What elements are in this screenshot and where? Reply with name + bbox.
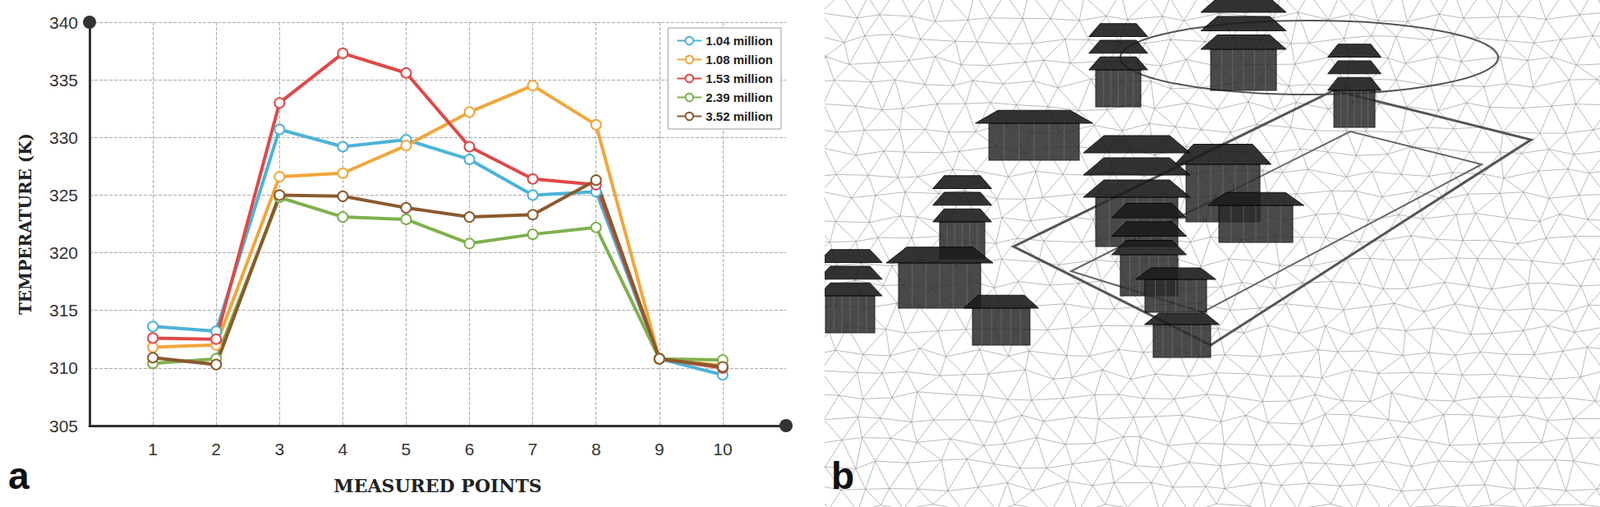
svg-text:6: 6 — [464, 439, 475, 459]
svg-text:3: 3 — [274, 439, 285, 459]
html-text:a: a — [8, 454, 30, 497]
svg-text:3.52 million: 3.52 million — [705, 109, 773, 124]
html-text:b: b — [831, 454, 855, 497]
svg-text:7: 7 — [528, 439, 538, 459]
svg-text:340: 340 — [49, 13, 79, 33]
svg-text:320: 320 — [49, 243, 79, 263]
svg-text:TEMPERATURE (K): TEMPERATURE (K) — [15, 133, 36, 315]
svg-text:MEASURED POINTS: MEASURED POINTS — [333, 474, 542, 497]
svg-text:305: 305 — [49, 416, 79, 436]
svg-text:1.53 million: 1.53 million — [705, 71, 773, 86]
svg-text:310: 310 — [49, 358, 79, 378]
svg-text:10: 10 — [712, 439, 732, 459]
svg-text:9: 9 — [654, 439, 665, 459]
svg-text:2.39 million: 2.39 million — [705, 90, 773, 105]
svg-text:315: 315 — [49, 300, 79, 320]
svg-text:1.08 million: 1.08 million — [705, 52, 773, 67]
svg-text:335: 335 — [49, 70, 79, 90]
svg-text:1.04 million: 1.04 million — [705, 33, 773, 48]
svg-text:5: 5 — [401, 439, 412, 459]
svg-text:1: 1 — [147, 439, 158, 459]
svg-text:4: 4 — [338, 439, 349, 459]
svg-text:8: 8 — [591, 439, 602, 459]
svg-text:330: 330 — [49, 128, 79, 148]
svg-text:325: 325 — [49, 185, 79, 205]
svg-text:2: 2 — [211, 439, 221, 459]
